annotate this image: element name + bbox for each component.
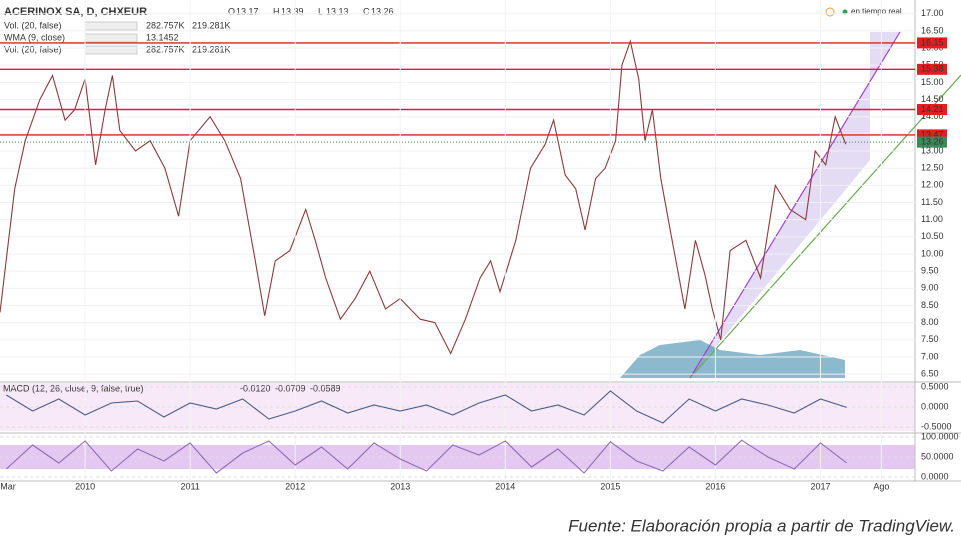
y-tick-label: 7.00 xyxy=(921,351,939,361)
ohlc-label: L xyxy=(318,6,323,16)
x-tick-label: 2013 xyxy=(390,481,410,491)
y-tick-label: 13.00 xyxy=(921,145,944,155)
y-tick-label: 14.00 xyxy=(921,111,944,121)
x-tick-label: 2010 xyxy=(75,481,95,491)
y-tick-label: 17.00 xyxy=(921,8,944,18)
ohlc-value: 13.26 xyxy=(371,6,394,16)
y-tick-label: 12.00 xyxy=(921,180,944,190)
y-tick-label: 100.0000 xyxy=(921,431,959,441)
macd-readout: -0.0120 xyxy=(240,383,271,393)
volume-area xyxy=(620,340,845,378)
status: en tiempo real xyxy=(851,7,902,16)
level-label: 14.21 xyxy=(921,104,944,114)
last-price-label: 13.26 xyxy=(921,136,944,146)
x-tick-label: 2014 xyxy=(495,481,515,491)
y-tick-label: -0.5000 xyxy=(921,421,952,431)
y-tick-label: 9.00 xyxy=(921,283,939,293)
x-tick-label: Ago xyxy=(873,481,889,491)
level-tag xyxy=(917,129,947,141)
indicator-value: 219.281K xyxy=(192,20,231,30)
channel-line xyxy=(689,74,961,379)
y-tick-label: 0.0000 xyxy=(921,471,949,481)
x-tick-label: 2017 xyxy=(810,481,830,491)
y-tick-label: 8.00 xyxy=(921,317,939,327)
y-tick-label: 6.50 xyxy=(921,369,939,379)
x-tick-label: 2011 xyxy=(180,481,199,491)
indicator-value: 282.757K xyxy=(146,20,185,30)
indicator-value: 282.757K xyxy=(146,44,185,54)
y-tick-label: 15.00 xyxy=(921,77,944,87)
level-label: 16.15 xyxy=(921,37,944,47)
macd-readouts: -0.0120 -0.0709 -0.0589 xyxy=(240,383,341,393)
y-tick-label: 8.50 xyxy=(921,300,939,310)
price-line xyxy=(6,390,847,424)
macd-readout: -0.0589 xyxy=(310,383,341,393)
y-tick-label: 7.50 xyxy=(921,334,939,344)
y-tick-label: 50.0000 xyxy=(921,451,954,461)
macd-title: MACD (12, 26, close, 9, false, true) xyxy=(3,383,144,393)
y-tick-label: 11.50 xyxy=(921,197,943,207)
channel-line xyxy=(689,31,901,379)
indicators: Vol. (20, false) 282.757K 219.281K WMA (9, … xyxy=(4,20,231,55)
y-tick-label: 12.50 xyxy=(921,163,944,173)
indicator-controls xyxy=(84,33,138,43)
icon[interactable] xyxy=(825,7,835,17)
level-label: 13.47 xyxy=(921,129,944,139)
y-tick-label: 10.50 xyxy=(921,231,944,241)
y-tick-label: 10.00 xyxy=(921,248,944,258)
indicator-value: 219.281K xyxy=(192,44,231,54)
y-tick-label: 11.00 xyxy=(921,214,943,224)
indicator-name: Vol. (20, false) xyxy=(4,44,62,54)
ohlc-value: 13.13 xyxy=(326,6,349,16)
ohlc-label: H xyxy=(273,6,280,16)
price-line xyxy=(5,439,848,474)
y-tick-label: 16.50 xyxy=(921,25,944,35)
ohlc-label: O xyxy=(228,6,235,16)
ohlc-value: 13.17 xyxy=(236,6,259,16)
y-tick-label: 9.50 xyxy=(921,266,939,276)
y-tick-label: 0.5000 xyxy=(921,381,949,391)
indicator-name: Vol. (20, false) xyxy=(4,20,62,30)
caption: Fuente: Elaboración propia a partir de T… xyxy=(568,516,955,535)
level-tag xyxy=(917,37,947,49)
indicator-controls xyxy=(84,21,138,31)
macd-readout: -0.0709 xyxy=(275,383,306,393)
indicator-controls xyxy=(84,45,138,55)
x-tick-label: 2012 xyxy=(285,481,305,491)
level-tag xyxy=(917,103,947,115)
x-tick-label: 2015 xyxy=(600,481,620,491)
indicator-name: WMA (9, close) xyxy=(4,32,65,42)
ohlc: O 13.17 H 13.39 L 13.13 C 13.26 xyxy=(228,6,394,16)
last-price-tag xyxy=(917,136,947,148)
indicator-value: 13.1452 xyxy=(146,32,179,42)
x-tick-label: Mar xyxy=(0,481,16,491)
level-label: 15.38 xyxy=(921,64,944,74)
level-tag xyxy=(917,63,947,75)
price-line xyxy=(0,39,847,355)
ohlc-label: C xyxy=(363,6,370,16)
x-tick-label: 2016 xyxy=(705,481,725,491)
y-tick-label: 0.0000 xyxy=(921,401,949,411)
y-tick-label: 14.50 xyxy=(921,94,944,104)
symbol: ACERINOX SA, D, CHXEUR xyxy=(4,6,147,18)
ohlc-value: 13.39 xyxy=(281,6,304,16)
